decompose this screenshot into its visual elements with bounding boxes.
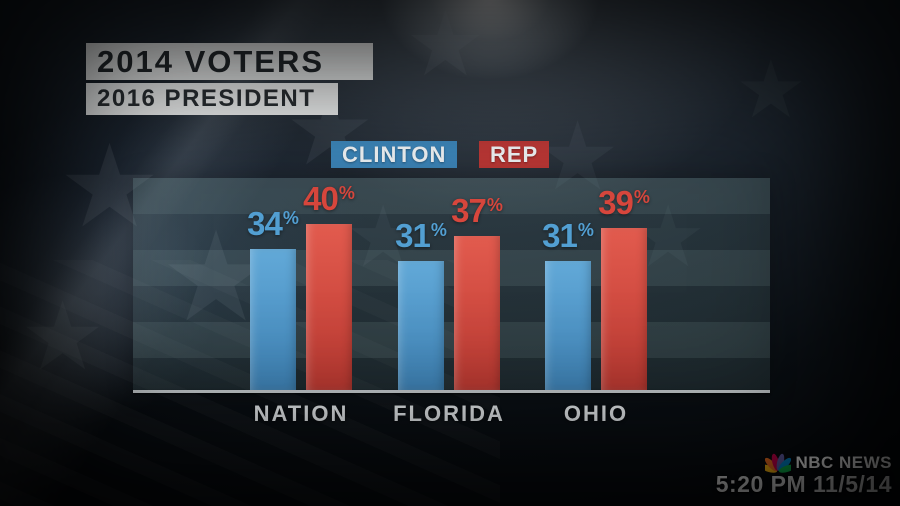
page-subtitle: 2016 PRESIDENT xyxy=(86,83,338,115)
spotlight-glow xyxy=(380,0,600,80)
bar-rep-ohio xyxy=(601,228,647,390)
category-label-ohio: OHIO xyxy=(563,401,629,426)
bar-clinton-nation xyxy=(250,249,296,390)
bar-clinton-florida xyxy=(398,261,444,390)
network-name: NBC NEWS xyxy=(795,453,892,472)
category-label-florida: FLORIDA xyxy=(393,401,505,426)
value-label-clinton-florida: 31% xyxy=(395,217,447,254)
x-axis-baseline xyxy=(133,390,770,393)
value-label-rep-florida: 37% xyxy=(451,192,503,229)
chart-panel: 34% 40% NATION 31% 37% FLORIDA 31% 39% OHIO xyxy=(133,178,770,426)
value-label-clinton-ohio: 31% xyxy=(542,217,594,254)
value-label-rep-ohio: 39% xyxy=(598,184,650,221)
value-label-rep-nation: 40% xyxy=(303,180,355,217)
nbc-peacock-icon xyxy=(765,453,792,473)
value-label-clinton-nation: 34% xyxy=(247,205,299,242)
bar-rep-florida xyxy=(454,236,500,390)
flag-star-icon: ★ xyxy=(20,284,106,390)
bar-rep-nation xyxy=(306,224,352,390)
network-bug: NBC NEWS 5:20 PM 11/5/14 xyxy=(716,453,892,498)
bar-clinton-ohio xyxy=(545,261,591,390)
flag-star-icon: ★ xyxy=(735,45,807,134)
timestamp: 5:20 PM 11/5/14 xyxy=(715,471,892,497)
category-label-nation: NATION xyxy=(253,401,349,426)
page-title: 2014 VOTERS xyxy=(86,43,373,80)
legend-item-rep: REP xyxy=(479,141,550,168)
flag-star-icon: ★ xyxy=(405,0,486,95)
legend-item-clinton: CLINTON xyxy=(331,141,458,168)
